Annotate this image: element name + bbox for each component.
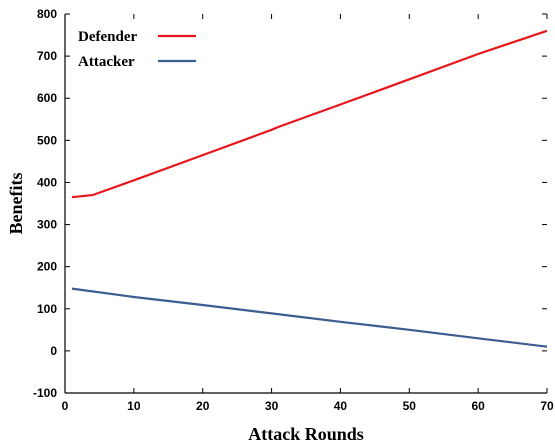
x-tick-label: 10 bbox=[127, 399, 141, 413]
axes bbox=[64, 14, 547, 394]
legend-label-attacker: Attacker bbox=[78, 54, 135, 70]
y-tick-label: -100 bbox=[33, 386, 57, 400]
series-line-defender bbox=[71, 29, 548, 199]
y-tick-label: 500 bbox=[37, 133, 57, 147]
y-tick-label: 700 bbox=[37, 49, 57, 63]
y-tick-label: 800 bbox=[37, 7, 57, 21]
y-tick-label: 400 bbox=[37, 175, 57, 189]
x-tick-label: 50 bbox=[403, 399, 417, 413]
series-line-attacker bbox=[71, 287, 548, 348]
legend: Defender Attacker bbox=[78, 29, 196, 70]
x-tick-label: 70 bbox=[540, 399, 554, 413]
y-tick-label: 0 bbox=[50, 344, 57, 358]
tick-group: -100 0 100 200 300 400 500 600 700 800 0 10 20 30 40 50… bbox=[33, 7, 554, 413]
y-tick-label: 300 bbox=[37, 218, 57, 232]
x-tick-label: 20 bbox=[196, 399, 210, 413]
x-tick-label: 0 bbox=[62, 399, 69, 413]
y-tick-label: 200 bbox=[37, 260, 57, 274]
x-tick-label: 40 bbox=[334, 399, 348, 413]
y-tick-label: 100 bbox=[37, 302, 57, 316]
x-axis-title: Attack Rounds bbox=[248, 424, 364, 444]
x-tick-label: 60 bbox=[471, 399, 485, 413]
y-axis-title: Benefits bbox=[6, 173, 26, 235]
x-tick-label: 30 bbox=[265, 399, 279, 413]
y-tick-label: 600 bbox=[37, 91, 57, 105]
series-group bbox=[71, 29, 548, 348]
legend-label-defender: Defender bbox=[78, 29, 137, 45]
